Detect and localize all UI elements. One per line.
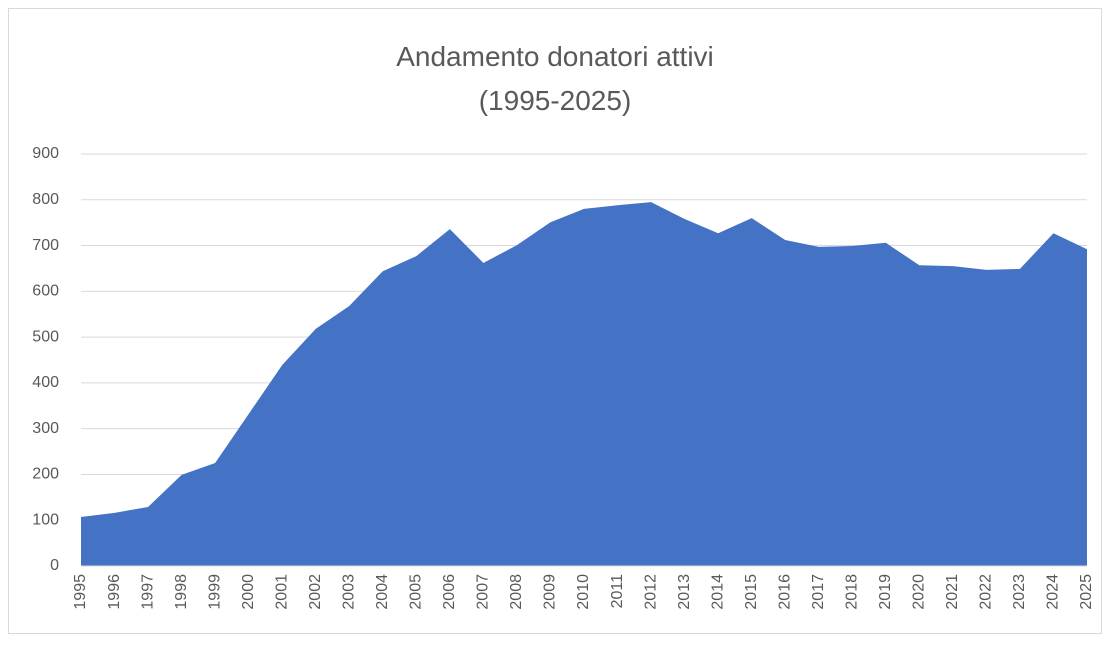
y-tick-label: 500	[32, 328, 59, 345]
x-tick-label: 1998	[173, 574, 190, 610]
x-tick-label: 2011	[609, 574, 626, 609]
x-tick-label: 2010	[575, 574, 592, 610]
x-tick-label: 2015	[743, 574, 760, 610]
x-tick-label: 2006	[441, 574, 458, 610]
x-tick-label: 2025	[1078, 574, 1095, 610]
x-tick-label: 2008	[508, 574, 525, 610]
x-tick-label: 2022	[978, 574, 995, 610]
y-tick-label: 700	[32, 237, 59, 254]
x-tick-label: 2024	[1045, 574, 1062, 610]
x-tick-label: 2012	[642, 574, 659, 610]
x-tick-label: 2014	[709, 574, 726, 610]
x-tick-label: 2005	[408, 574, 425, 610]
x-tick-label: 1999	[206, 574, 223, 610]
x-tick-label: 2017	[810, 574, 827, 610]
y-tick-label: 200	[32, 466, 59, 483]
x-tick-label: 2000	[240, 574, 257, 610]
x-tick-label: 2007	[475, 574, 492, 610]
x-tick-label: 2016	[776, 574, 793, 610]
y-tick-label: 600	[32, 283, 59, 300]
y-tick-label: 0	[50, 557, 59, 574]
x-tick-label: 2003	[340, 574, 357, 610]
x-tick-label: 1995	[72, 574, 89, 610]
x-tick-label: 2004	[374, 574, 391, 610]
x-tick-label: 1996	[106, 574, 123, 610]
x-tick-label: 2018	[843, 574, 860, 610]
x-tick-label: 2001	[273, 574, 290, 610]
x-tick-label: 1997	[139, 574, 156, 610]
y-tick-label: 300	[32, 420, 59, 437]
x-tick-label: 2009	[542, 574, 559, 610]
x-tick-label: 2023	[1011, 574, 1028, 610]
x-tick-label: 2019	[877, 574, 894, 610]
chart-title: (1995-2025)	[479, 85, 632, 116]
x-tick-label: 2013	[676, 574, 693, 610]
y-tick-label: 100	[32, 511, 59, 528]
x-tick-label: 2020	[911, 574, 928, 610]
area	[81, 202, 1087, 567]
y-tick-label: 400	[32, 374, 59, 391]
x-tick-label: 2021	[944, 574, 961, 610]
x-tick-label: 2002	[307, 574, 324, 610]
y-tick-label: 900	[32, 145, 59, 162]
chart-title: Andamento donatori attivi	[396, 41, 714, 72]
y-tick-label: 800	[32, 191, 59, 208]
